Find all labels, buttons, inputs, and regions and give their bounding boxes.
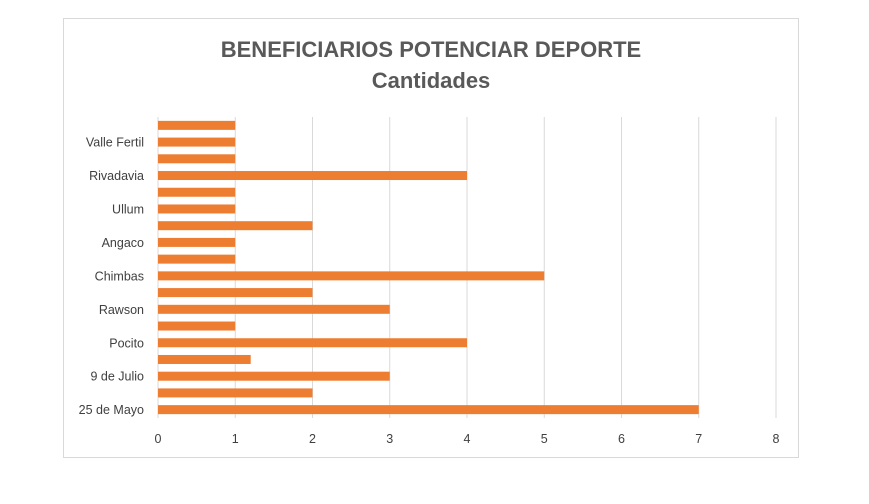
y-category-label: 9 de Julio [90,370,144,384]
x-tick-label: 2 [309,432,316,446]
bar [158,304,390,314]
x-tick-label: 8 [773,432,780,446]
bar [158,388,313,398]
bar [158,321,236,331]
bar [158,271,545,281]
y-category-label: Valle Fertil [86,136,144,150]
chart-subtitle: Cantidades [371,68,491,93]
x-tick-label: 0 [155,432,162,446]
x-tick-label: 1 [232,432,239,446]
bar [158,338,467,348]
bar [158,354,251,364]
bar [158,405,699,415]
bar [158,221,313,231]
bars [158,120,699,415]
x-tick-label: 4 [464,432,471,446]
bar [158,187,236,197]
x-tick-label: 6 [618,432,625,446]
y-category-label: Ullum [112,202,144,216]
bar [158,120,236,130]
y-category-label: Rivadavia [89,169,144,183]
x-tick-label: 3 [386,432,393,446]
bar [158,137,236,147]
bar [158,154,236,164]
bar [158,371,390,381]
y-category-label: Chimbas [95,269,144,283]
chart-title: BENEFICIARIOS POTENCIAR DEPORTE Cantidad… [63,34,799,96]
bar [158,288,313,298]
y-category-label: Angaco [102,236,144,250]
x-axis-labels: 0 1 2 3 4 5 6 7 8 [155,432,780,446]
bar [158,204,236,214]
x-tick-label: 5 [541,432,548,446]
chart-title-main: BENEFICIARIOS POTENCIAR DEPORTE [220,37,642,62]
bar [158,171,467,181]
bar [158,237,236,247]
y-axis-labels: 25 de Mayo 9 de Julio Pocito Rawson Chimbas A… [79,136,144,418]
bar [158,254,236,264]
y-category-label: Pocito [109,336,144,350]
y-category-label: 25 de Mayo [79,403,144,417]
x-tick-label: 7 [695,432,702,446]
y-category-label: Rawson [99,303,144,317]
gridlines [157,117,777,418]
